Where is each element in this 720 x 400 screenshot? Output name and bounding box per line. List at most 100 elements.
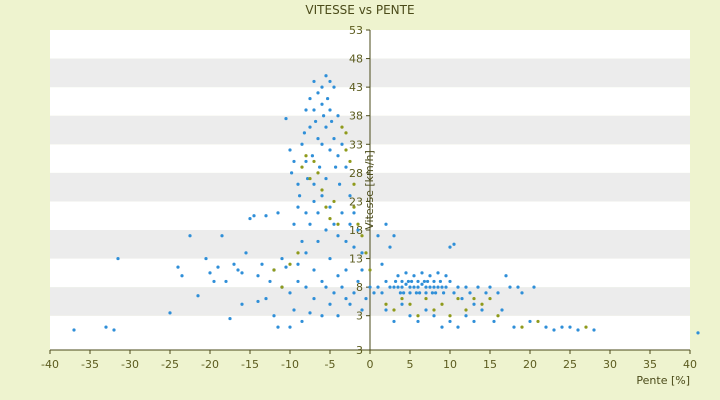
data-point — [480, 308, 484, 312]
data-point — [220, 234, 224, 238]
data-point — [388, 245, 392, 249]
data-point — [224, 279, 228, 284]
data-point — [472, 296, 476, 301]
data-point — [428, 274, 432, 278]
data-point — [284, 116, 288, 121]
data-point — [372, 291, 376, 295]
data-point — [304, 154, 308, 158]
data-point — [296, 279, 300, 284]
data-point — [368, 285, 372, 289]
data-point — [176, 265, 180, 269]
data-point — [288, 291, 292, 295]
data-point — [384, 308, 388, 312]
data-point — [452, 242, 456, 246]
data-point — [356, 279, 360, 284]
data-point — [240, 302, 244, 306]
data-point — [298, 194, 302, 198]
x-tick-label: 5 — [407, 358, 414, 371]
data-point — [72, 328, 76, 332]
data-point — [384, 302, 388, 306]
x-tick-label: -30 — [121, 358, 139, 371]
data-point — [300, 239, 304, 244]
data-point — [414, 291, 418, 295]
data-point — [360, 234, 364, 238]
data-point — [336, 234, 340, 238]
data-point — [320, 194, 324, 198]
data-point — [434, 291, 438, 295]
data-point — [412, 285, 416, 289]
data-point — [400, 302, 404, 306]
data-point — [360, 251, 364, 255]
data-point — [360, 308, 364, 312]
x-axis-label: Pente [%] — [636, 374, 690, 387]
data-point — [304, 285, 308, 289]
x-tick-label: 25 — [563, 358, 577, 371]
data-point — [560, 325, 564, 329]
data-point — [424, 296, 428, 301]
data-point — [408, 302, 412, 306]
data-point — [288, 262, 292, 266]
data-point — [398, 291, 402, 295]
data-point — [328, 302, 332, 306]
data-point — [416, 285, 420, 289]
data-point — [384, 279, 388, 284]
data-point — [316, 171, 320, 175]
data-point — [456, 296, 460, 301]
data-point — [264, 214, 268, 218]
data-point — [332, 85, 336, 89]
data-point — [410, 279, 414, 284]
data-point — [592, 328, 596, 332]
data-point — [316, 136, 320, 141]
tick-marks — [49, 29, 691, 354]
x-tick-label: -40 — [41, 358, 59, 371]
data-point — [508, 285, 512, 289]
data-point — [296, 251, 300, 255]
data-point — [496, 314, 500, 318]
data-point — [352, 205, 356, 209]
data-point — [300, 319, 304, 324]
data-point — [324, 285, 328, 289]
data-point — [512, 325, 516, 329]
data-point — [276, 211, 280, 215]
data-point — [296, 182, 300, 186]
data-point — [332, 136, 336, 141]
x-tick-label: 0 — [367, 358, 374, 371]
data-point — [336, 222, 340, 226]
data-point — [496, 291, 500, 295]
data-point — [292, 222, 296, 226]
data-point — [260, 262, 264, 266]
data-point — [344, 148, 348, 152]
data-point — [576, 328, 580, 332]
data-point — [416, 319, 420, 324]
data-point — [380, 291, 384, 295]
data-point — [440, 285, 444, 289]
data-point — [418, 291, 422, 295]
data-point — [448, 314, 452, 318]
data-point — [180, 274, 184, 278]
data-point — [464, 308, 468, 312]
data-point — [472, 302, 476, 306]
data-point — [326, 96, 330, 101]
x-tick-label: -35 — [81, 358, 99, 371]
y-tick-label: 3 — [356, 310, 363, 323]
data-point — [368, 268, 372, 272]
data-point — [416, 279, 420, 284]
data-point — [492, 319, 496, 324]
data-point — [396, 285, 400, 289]
data-point — [112, 328, 116, 332]
data-point — [304, 251, 308, 255]
data-point — [310, 154, 314, 158]
y-tick-label: 18 — [349, 224, 363, 237]
data-point — [204, 256, 208, 261]
data-point — [344, 239, 348, 244]
data-point — [312, 79, 316, 84]
data-point — [318, 165, 322, 169]
data-point — [320, 279, 324, 284]
data-point — [452, 291, 456, 295]
data-point — [408, 314, 412, 318]
data-point — [308, 125, 312, 129]
y-tick-label: 43 — [349, 81, 363, 94]
data-point — [312, 296, 316, 301]
data-point — [448, 319, 452, 324]
